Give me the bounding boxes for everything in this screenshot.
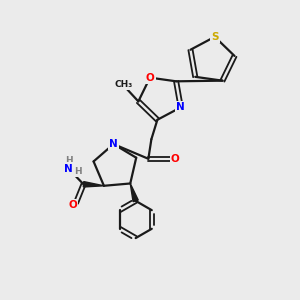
Text: S: S <box>211 32 218 42</box>
Polygon shape <box>130 184 138 202</box>
Text: N: N <box>109 139 118 149</box>
Text: CH₃: CH₃ <box>115 80 133 89</box>
Text: H: H <box>65 156 73 165</box>
Text: O: O <box>171 154 180 164</box>
Text: H: H <box>74 167 82 176</box>
Text: O: O <box>146 73 154 82</box>
Text: N: N <box>64 164 73 174</box>
Text: N: N <box>176 102 185 112</box>
Polygon shape <box>83 182 104 187</box>
Text: O: O <box>68 200 77 210</box>
